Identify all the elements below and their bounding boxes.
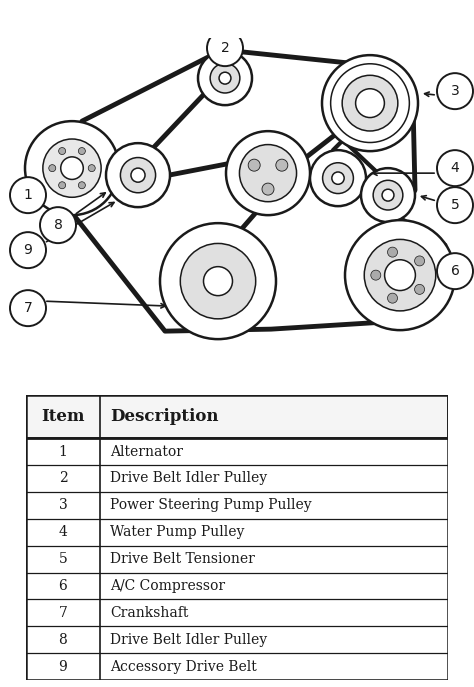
Text: 9: 9 [59,660,67,674]
Circle shape [198,51,252,105]
Circle shape [59,182,65,189]
Circle shape [437,253,473,289]
Circle shape [180,243,255,319]
Circle shape [388,247,398,257]
Circle shape [160,223,276,339]
Text: Alternator: Alternator [110,444,183,458]
Circle shape [415,284,425,294]
Circle shape [276,159,288,171]
Circle shape [388,293,398,303]
Circle shape [371,270,381,280]
Text: 4: 4 [451,161,459,175]
Text: 6: 6 [59,579,67,593]
Text: Drive Belt Idler Pulley: Drive Belt Idler Pulley [110,471,267,486]
Circle shape [342,76,398,131]
Text: 8: 8 [59,633,67,646]
Circle shape [248,159,260,171]
Text: 9: 9 [24,243,32,257]
Circle shape [49,165,56,172]
Circle shape [384,260,415,291]
Circle shape [10,232,46,268]
Circle shape [120,157,155,193]
Circle shape [437,73,473,109]
Circle shape [78,148,85,155]
Text: 7: 7 [24,301,32,315]
Circle shape [210,63,240,93]
Circle shape [78,182,85,189]
Text: 1: 1 [24,188,32,202]
Circle shape [364,239,436,311]
Circle shape [43,139,101,197]
Circle shape [226,131,310,215]
Circle shape [437,187,473,223]
Circle shape [131,168,145,182]
Circle shape [332,172,344,184]
Text: Drive Belt Tensioner: Drive Belt Tensioner [110,552,255,566]
Circle shape [239,144,297,202]
Text: Item: Item [41,408,85,425]
Circle shape [88,165,95,172]
Circle shape [207,30,243,66]
Circle shape [345,220,455,330]
Circle shape [361,168,415,222]
Text: 3: 3 [59,498,67,513]
Circle shape [262,183,274,195]
Text: 6: 6 [451,264,459,278]
Text: Drive Belt Idler Pulley: Drive Belt Idler Pulley [110,633,267,646]
Text: Crankshaft: Crankshaft [110,606,189,620]
Text: 5: 5 [451,198,459,212]
Circle shape [106,143,170,207]
Text: Accessory Drive Belt: Accessory Drive Belt [110,660,257,674]
Circle shape [25,121,119,215]
Circle shape [61,157,83,179]
Circle shape [323,163,354,194]
Circle shape [356,89,384,117]
Text: 2: 2 [220,41,229,55]
Text: Description: Description [110,408,219,425]
Circle shape [373,180,403,210]
Circle shape [310,150,366,206]
Text: 2: 2 [59,471,67,486]
Circle shape [415,256,425,266]
Circle shape [203,267,233,295]
Text: 1: 1 [59,444,67,458]
Circle shape [59,148,65,155]
Circle shape [382,189,394,201]
Text: 7: 7 [59,606,67,620]
Bar [26,395,448,438]
Text: 4: 4 [59,525,67,539]
Circle shape [10,177,46,213]
Text: A/C Compressor: A/C Compressor [110,579,226,593]
Circle shape [40,207,76,243]
Text: 3: 3 [451,84,459,98]
Text: Power Steering Pump Pulley: Power Steering Pump Pulley [110,498,312,513]
Circle shape [331,64,410,142]
Text: Water Pump Pulley: Water Pump Pulley [110,525,245,539]
Text: 5: 5 [59,552,67,566]
Text: 8: 8 [54,218,63,232]
Circle shape [10,290,46,326]
Circle shape [322,55,418,151]
Circle shape [219,72,231,84]
Circle shape [437,150,473,186]
